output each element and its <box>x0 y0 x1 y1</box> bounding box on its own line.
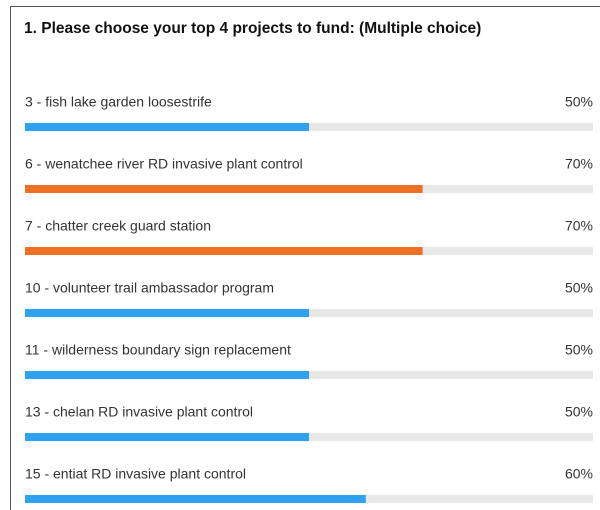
bar <box>25 185 423 193</box>
percent-label: 50% <box>565 280 593 296</box>
percent-label: 60% <box>565 466 593 482</box>
percent-label: 50% <box>565 404 593 420</box>
option-label: 7 - chatter creek guard station <box>25 218 211 234</box>
option-label: 3 - fish lake garden loosestrife <box>25 94 212 110</box>
bar <box>25 309 309 317</box>
option-label: 6 - wenatchee river RD invasive plant co… <box>25 156 303 172</box>
panel-border <box>10 6 600 510</box>
bar <box>25 495 366 503</box>
bar <box>25 433 309 441</box>
option-label: 11 - wilderness boundary sign replacemen… <box>25 342 291 358</box>
percent-label: 50% <box>565 94 593 110</box>
bar <box>25 123 309 131</box>
percent-label: 70% <box>565 156 593 172</box>
bar <box>25 371 309 379</box>
option-label: 13 - chelan RD invasive plant control <box>25 404 253 420</box>
question-title: 1. Please choose your top 4 projects to … <box>24 20 481 37</box>
bar <box>25 247 423 255</box>
percent-label: 50% <box>565 342 593 358</box>
option-label: 15 - entiat RD invasive plant control <box>25 466 246 482</box>
percent-label: 70% <box>565 218 593 234</box>
option-label: 10 - volunteer trail ambassador program <box>25 280 274 296</box>
